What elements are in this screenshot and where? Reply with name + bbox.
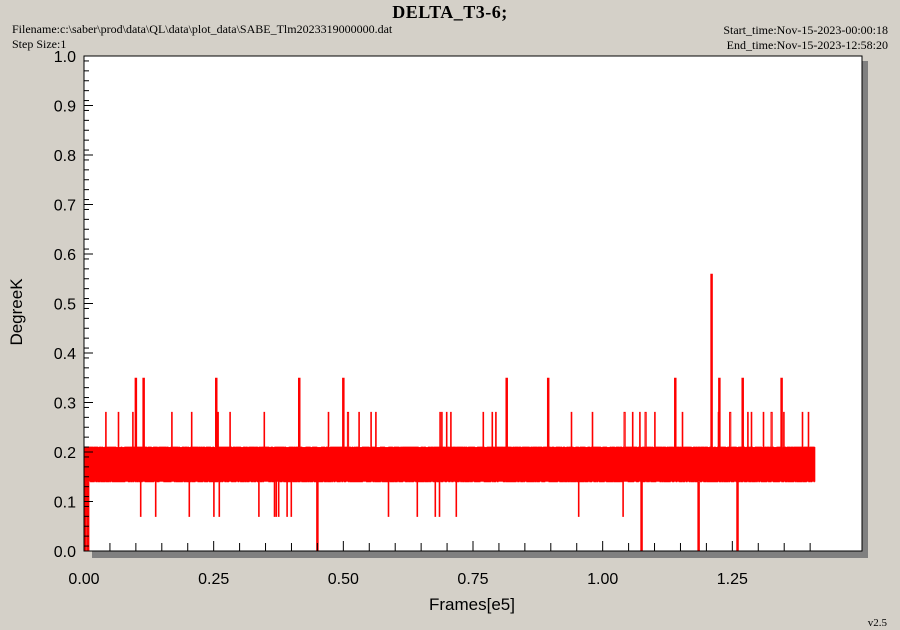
filename-label: Filename:c:\saber\prod\data\QL\data\plot…	[12, 22, 393, 36]
axes: 0.0 0.1 0.2 0.3 0.4 0.5 0.6 0.7 0.8 0.9 1.0 0.00 0.2…	[54, 49, 862, 588]
y-tick-label: 0.1	[54, 495, 76, 512]
step-size-label: Step Size:1	[12, 37, 66, 51]
y-axis-label: DegreeK	[7, 278, 26, 346]
x-tick-label: 0.50	[328, 571, 359, 588]
x-tick-label: 0.75	[457, 571, 488, 588]
y-tick-label: 0.4	[54, 346, 76, 363]
series-line	[84, 411, 815, 517]
x-tick-label: 0.00	[68, 571, 99, 588]
version-label: v2.5	[868, 617, 888, 629]
x-tick-label: 1.25	[717, 571, 748, 588]
y-tick-label: 0.3	[54, 396, 76, 413]
x-tick-label: 1.00	[587, 571, 618, 588]
start-time-label: Start_time:Nov-15-2023-00:00:18	[723, 23, 888, 37]
y-tick-label: 0.8	[54, 148, 76, 165]
y-tick-label: 0.9	[54, 99, 76, 116]
y-tick-label: 1.0	[54, 49, 76, 66]
y-tick-label: 0.5	[54, 297, 76, 314]
chart-title: DELTA_T3-6;	[392, 2, 508, 22]
end-time-label: End_time:Nov-15-2023-12:58:20	[727, 38, 888, 52]
x-axis-label: Frames[e5]	[429, 595, 515, 614]
y-tick-label: 0.2	[54, 445, 76, 462]
y-tick-label: 0.6	[54, 247, 76, 264]
y-tick-label: 0.0	[54, 544, 76, 561]
y-tick-label: 0.7	[54, 198, 76, 215]
series-trace	[84, 273, 816, 551]
x-tick-label: 0.25	[198, 571, 229, 588]
